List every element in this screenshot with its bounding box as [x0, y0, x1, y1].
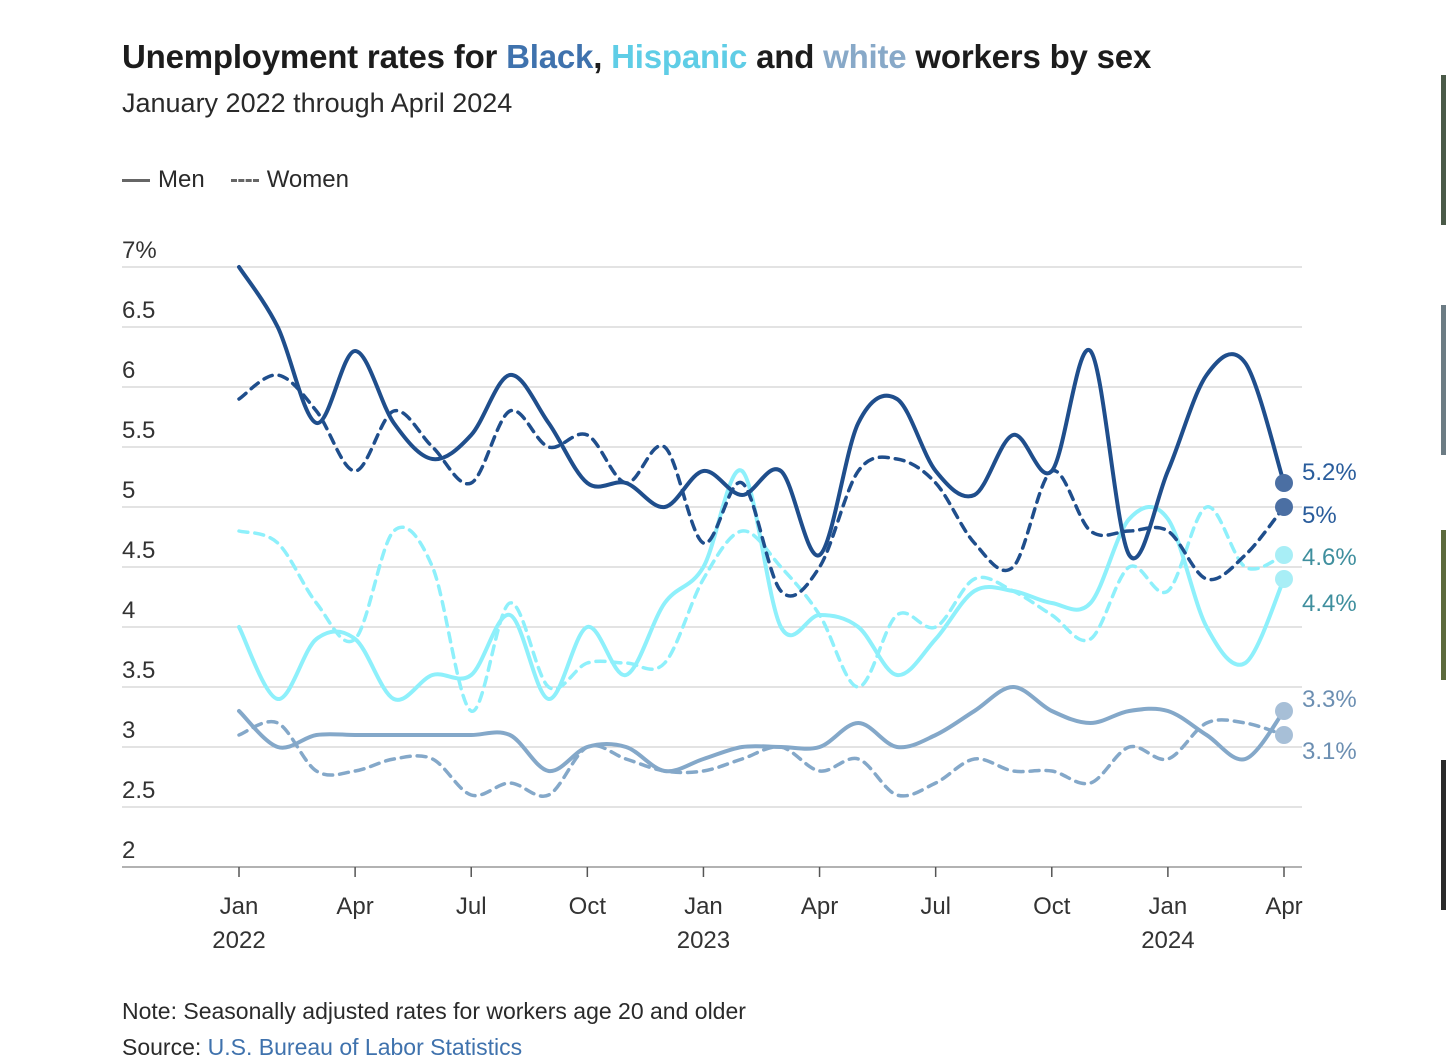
y-tick-label: 7% — [122, 237, 157, 264]
legend-item-women: Women — [230, 166, 349, 194]
thumbnail-edge — [1441, 530, 1446, 680]
x-axis-ticks: Jan 2022 Apr Jul Oct Jan 2023 Apr Jul Oct Jan 2024 A… — [212, 867, 1303, 954]
series-endpoint-marker — [1275, 702, 1293, 720]
series-endpoint-marker — [1275, 498, 1293, 516]
series-end-labels: 5.2% 5% 4.4% 4.6% 3.3% 3.1% — [1302, 459, 1357, 765]
y-tick-label: 3 — [122, 717, 135, 744]
adjacent-page-edge — [1441, 0, 1446, 1046]
y-tick-label: 5 — [122, 477, 135, 504]
title-white: white — [823, 38, 907, 75]
x-tick-month-label: Jul — [456, 893, 487, 920]
series-end-label: 4.6% — [1302, 544, 1357, 571]
y-tick-label: 4 — [122, 597, 135, 624]
x-tick-month-label: Apr — [1265, 893, 1302, 920]
series-endpoints — [1275, 474, 1293, 744]
y-axis-ticks: 2 2.5 3 3.5 4 4.5 5 5.5 6 6.5 7% — [122, 237, 157, 864]
series-line-hispanic-women — [237, 505, 1286, 713]
series-end-label: 3.1% — [1302, 738, 1357, 765]
x-tick-month-label: Apr — [801, 893, 838, 920]
series-line-black-men — [237, 265, 1286, 561]
legend-label-women: Women — [266, 166, 349, 193]
x-tick-month-label: Jan — [684, 893, 723, 920]
series-lines — [237, 265, 1286, 798]
series-line-black-women — [237, 373, 1286, 598]
source-link[interactable]: U.S. Bureau of Labor Statistics — [207, 1034, 523, 1060]
thumbnail-edge — [1441, 305, 1446, 455]
title-hispanic: Hispanic — [611, 38, 748, 75]
y-tick-label: 6 — [122, 357, 135, 384]
chart-source: Source: U.S. Bureau of Labor Statistics — [122, 1034, 522, 1061]
y-tick-label: 4.5 — [122, 537, 155, 564]
y-tick-label: 3.5 — [122, 657, 155, 684]
series-endpoint-marker — [1275, 474, 1293, 492]
series-line-white-men — [237, 685, 1286, 774]
x-tick-year-label: 2024 — [1141, 927, 1194, 954]
source-prefix: Source: — [122, 1034, 208, 1060]
x-tick-year-label: 2022 — [212, 927, 265, 954]
chart-legend: Men Women — [122, 166, 375, 194]
y-tick-label: 2 — [122, 837, 135, 864]
y-tick-label: 5.5 — [122, 417, 155, 444]
series-endpoint-marker — [1275, 726, 1293, 744]
chart-title: Unemployment rates for Black, Hispanic a… — [122, 38, 1151, 76]
series-end-label: 3.3% — [1302, 686, 1357, 713]
legend-item-men: Men — [122, 166, 205, 194]
title-comma: , — [593, 38, 612, 75]
title-and: and — [747, 38, 824, 75]
thumbnail-edge — [1441, 75, 1446, 225]
y-tick-label: 6.5 — [122, 297, 155, 324]
x-tick-month-label: Oct — [1033, 893, 1071, 920]
series-endpoint-marker — [1275, 546, 1293, 564]
series-endpoint-marker — [1275, 570, 1293, 588]
x-tick-year-label: 2023 — [677, 927, 730, 954]
x-tick-month-label: Jan — [1149, 893, 1188, 920]
series-end-label: 5% — [1302, 502, 1337, 529]
legend-label-men: Men — [158, 166, 205, 193]
title-prefix: Unemployment rates for — [122, 38, 507, 75]
x-tick-month-label: Apr — [336, 893, 373, 920]
series-end-label: 4.4% — [1302, 590, 1357, 617]
x-tick-month-label: Jan — [220, 893, 259, 920]
legend-solid-line-icon — [122, 178, 150, 182]
series-line-hispanic-men — [237, 468, 1286, 702]
chart-note: Note: Seasonally adjusted rates for work… — [122, 998, 746, 1024]
series-line-white-women — [237, 718, 1286, 798]
y-tick-label: 2.5 — [122, 777, 155, 804]
title-black: Black — [506, 38, 594, 75]
thumbnail-edge — [1441, 760, 1446, 910]
x-tick-month-label: Oct — [569, 893, 607, 920]
chart-subtitle: January 2022 through April 2024 — [122, 88, 513, 118]
legend-dashed-line-icon — [230, 178, 259, 182]
x-tick-month-label: Jul — [920, 893, 951, 920]
series-end-label: 5.2% — [1302, 459, 1357, 486]
title-suffix: workers by sex — [906, 38, 1152, 75]
